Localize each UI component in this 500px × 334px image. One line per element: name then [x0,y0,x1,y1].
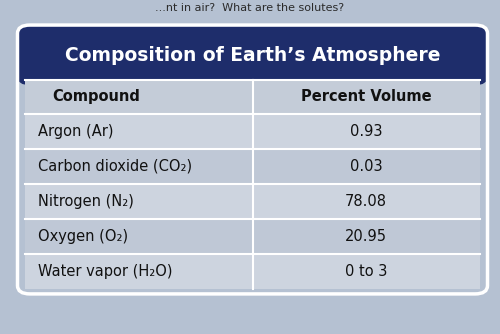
Text: 0.03: 0.03 [350,159,382,174]
Bar [25,114,480,149]
Text: Composition of Earth’s Atmosphere: Composition of Earth’s Atmosphere [65,46,440,64]
Text: Water vapor (H₂O): Water vapor (H₂O) [38,264,172,279]
Text: Percent Volume: Percent Volume [301,90,432,104]
Text: Argon (Ar): Argon (Ar) [38,124,113,139]
Bar [25,254,480,289]
Text: 0 to 3: 0 to 3 [345,264,388,279]
Bar [25,184,480,219]
Text: Nitrogen (N₂): Nitrogen (N₂) [38,194,134,209]
Text: Carbon dioxide (CO₂): Carbon dioxide (CO₂) [38,159,192,174]
Text: ...nt in air?  What are the solutes?: ...nt in air? What are the solutes? [156,3,344,13]
Text: Oxygen (O₂): Oxygen (O₂) [38,229,128,244]
Text: 0.93: 0.93 [350,124,382,139]
Text: 20.95: 20.95 [345,229,387,244]
FancyBboxPatch shape [18,25,488,85]
Bar [25,219,480,254]
Text: Compound: Compound [52,90,140,104]
Bar [25,80,480,114]
Bar [25,149,480,184]
Bar [25,60,480,80]
Text: 78.08: 78.08 [345,194,387,209]
